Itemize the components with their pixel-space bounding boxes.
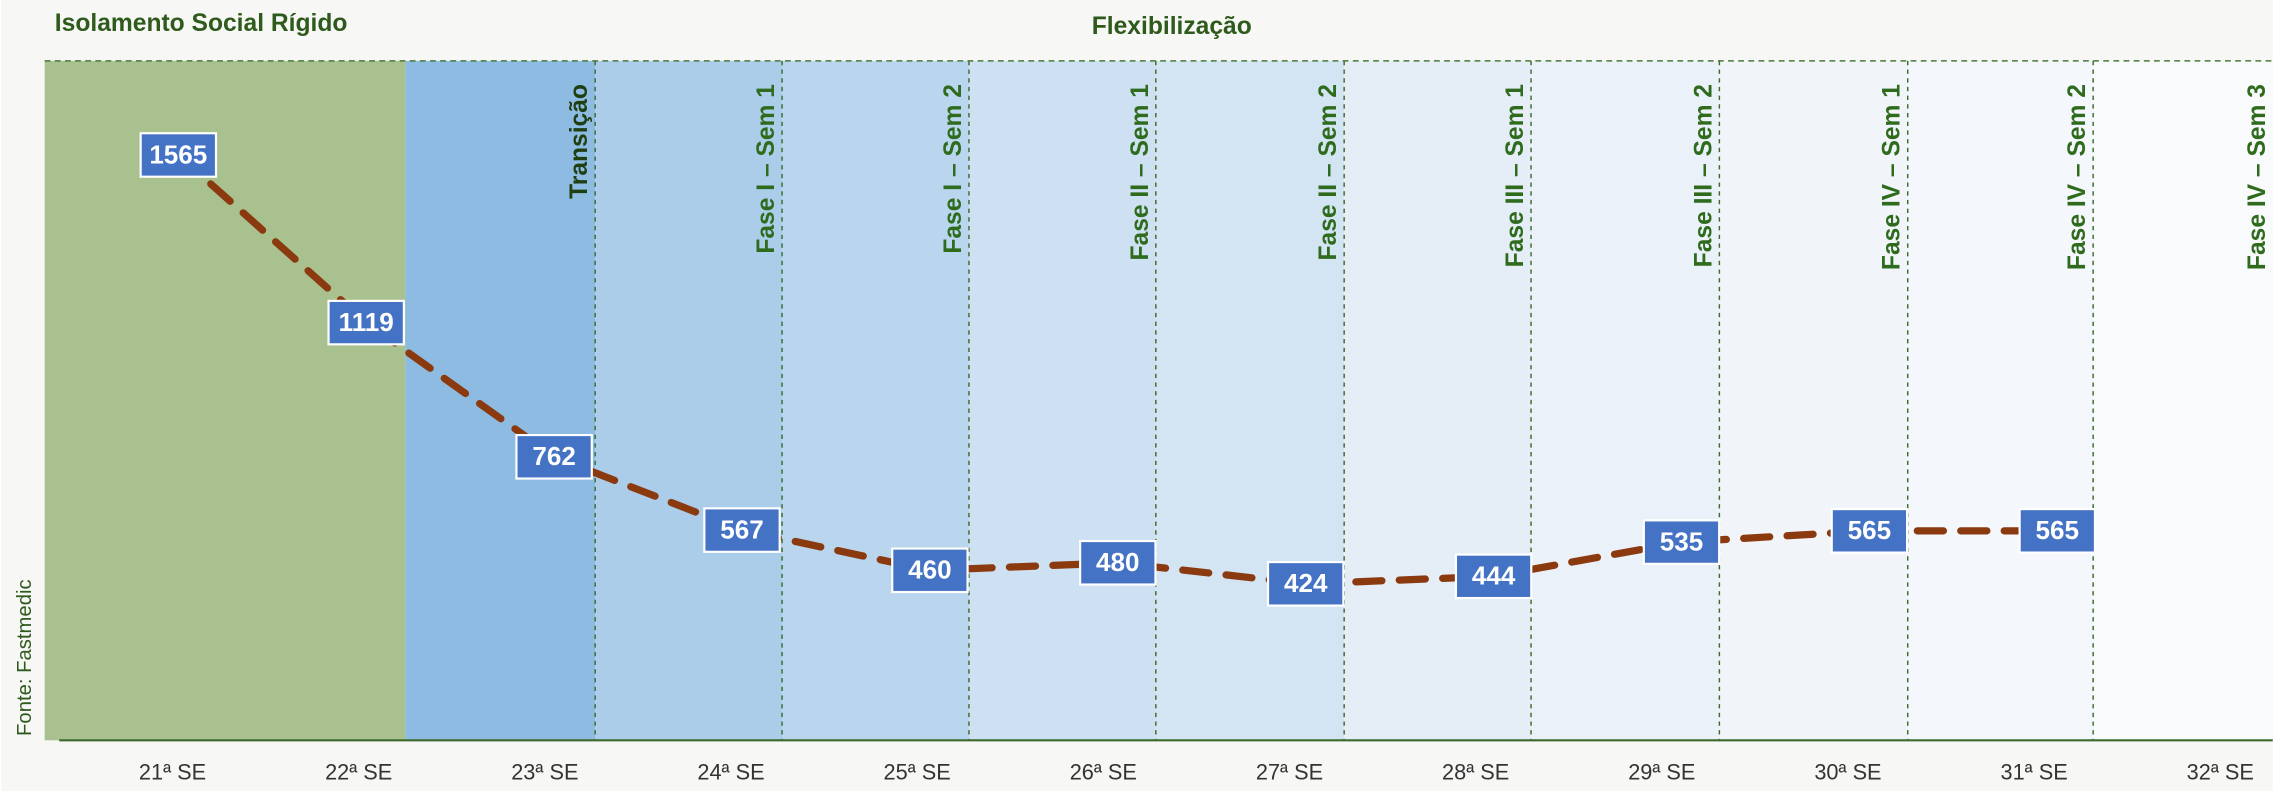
x-tick-label: 23ª SE (511, 759, 578, 784)
phase-band (782, 60, 969, 741)
phase-label: Fase IV – Sem 2 (2064, 84, 2091, 270)
x-tick-label: 27ª SE (1256, 759, 1323, 784)
x-tick-label: 21ª SE (139, 759, 206, 784)
phase-label: Fase IV – Sem 1 (1879, 84, 1906, 270)
value-box (1830, 508, 1909, 554)
phase-label: Fase IV – Sem 3 (2244, 84, 2271, 270)
x-tick-label: 28ª SE (1442, 759, 1509, 784)
data-label: 565 (1848, 515, 1891, 545)
phase-band (2093, 60, 2273, 741)
phase-label: Fase III – Sem 2 (1690, 84, 1717, 267)
data-label: 424 (1284, 568, 1328, 598)
phase-band (595, 60, 783, 741)
x-tick-label: 22ª SE (325, 759, 392, 784)
phase-label: Transição (566, 84, 593, 199)
phase-label: Fase I – Sem 1 (753, 84, 780, 254)
phase-label: Fase III – Sem 1 (1502, 84, 1529, 267)
data-label: 535 (1660, 526, 1703, 556)
x-tick-label: 29ª SE (1628, 759, 1695, 784)
value-box (1079, 539, 1157, 586)
x-tick-label: 32ª SE (2187, 759, 2254, 784)
x-tick-label: 26ª SE (1070, 759, 1137, 784)
x-tick-label: 25ª SE (884, 759, 951, 784)
x-tick-label: 31ª SE (2001, 759, 2068, 784)
phase-band (44, 60, 406, 741)
data-label: 444 (1472, 561, 1516, 591)
data-label: 1119 (339, 307, 394, 337)
value-box (515, 433, 593, 480)
chart-title: Flexibilização (1092, 13, 1252, 40)
phase-band (1155, 60, 1345, 741)
source: Fonte: Fastmedic (14, 579, 36, 736)
phase-band (1531, 60, 1720, 741)
data-label: 460 (908, 555, 951, 585)
value-box (1454, 553, 1533, 600)
x-tick-label: 30ª SE (1814, 759, 1881, 784)
data-label: 762 (532, 441, 575, 471)
phase-label: Fase I – Sem 2 (940, 84, 967, 254)
data-label: 567 (720, 514, 763, 544)
phase-bands (44, 60, 2273, 741)
phase-band (1344, 60, 1532, 741)
data-label: 480 (1096, 547, 1139, 577)
period-label: Isolamento Social Rígido (55, 10, 348, 37)
value-box (891, 547, 969, 594)
value-box (703, 507, 781, 553)
value-box (327, 299, 405, 346)
value-box (139, 132, 218, 178)
x-tick-label: 24ª SE (697, 759, 764, 784)
phase-band (1907, 60, 2094, 741)
phase-band (968, 60, 1156, 741)
phase-label: Fase II – Sem 2 (1315, 84, 1342, 260)
data-label: 565 (2036, 515, 2079, 545)
value-box (1642, 519, 1721, 565)
phase-band (1719, 60, 1908, 741)
data-label: 1565 (149, 139, 207, 169)
phase-band (405, 60, 596, 741)
phase-label: Fase II – Sem 1 (1127, 84, 1154, 260)
value-box (2018, 508, 2097, 554)
value-box (1266, 561, 1345, 607)
